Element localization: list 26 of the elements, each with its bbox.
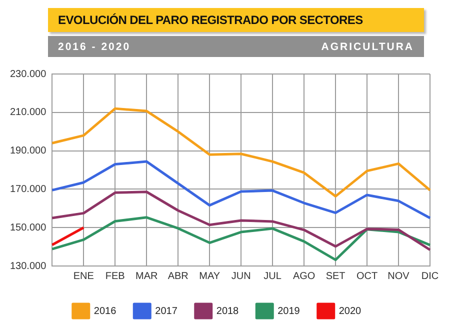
y-tick-label: 130.000 (10, 260, 47, 272)
legend-label: 2020 (338, 306, 362, 317)
x-tick-label: JUL (264, 270, 282, 282)
x-tick-label: MAY (199, 270, 220, 282)
legend-label: 2018 (216, 306, 240, 317)
y-tick-label: 230.000 (10, 68, 47, 80)
y-tick-label: 150.000 (10, 222, 47, 234)
x-tick-label: NOV (388, 270, 410, 282)
x-tick-label: OCT (356, 270, 378, 282)
chart-subtitle: 2016 - 2020 (58, 40, 131, 52)
x-tick-label: DIC (421, 270, 439, 282)
text: AGRICULTURA (321, 40, 414, 52)
y-tick-label: 170.000 (10, 184, 47, 195)
legend-label: 2016 (94, 306, 117, 317)
x-tick-label: ABR (168, 270, 188, 282)
chart-title: EVOLUCIÓN DEL PARO REGISTRADO POR SECTORES (58, 13, 363, 27)
x-tick-label: FEB (105, 270, 126, 282)
x-tick-label: JUN (231, 270, 251, 282)
x-tick-label: MAR (135, 270, 158, 282)
y-tick-label: 190.000 (10, 146, 47, 157)
x-tick-label: ENE (73, 270, 94, 282)
legend-label: 2019 (278, 306, 300, 317)
y-tick-label: 210.000 (10, 107, 47, 118)
x-tick-label: AGO (292, 270, 316, 282)
x-tick-label: SET (326, 270, 346, 282)
legend-label: 2017 (155, 306, 178, 317)
